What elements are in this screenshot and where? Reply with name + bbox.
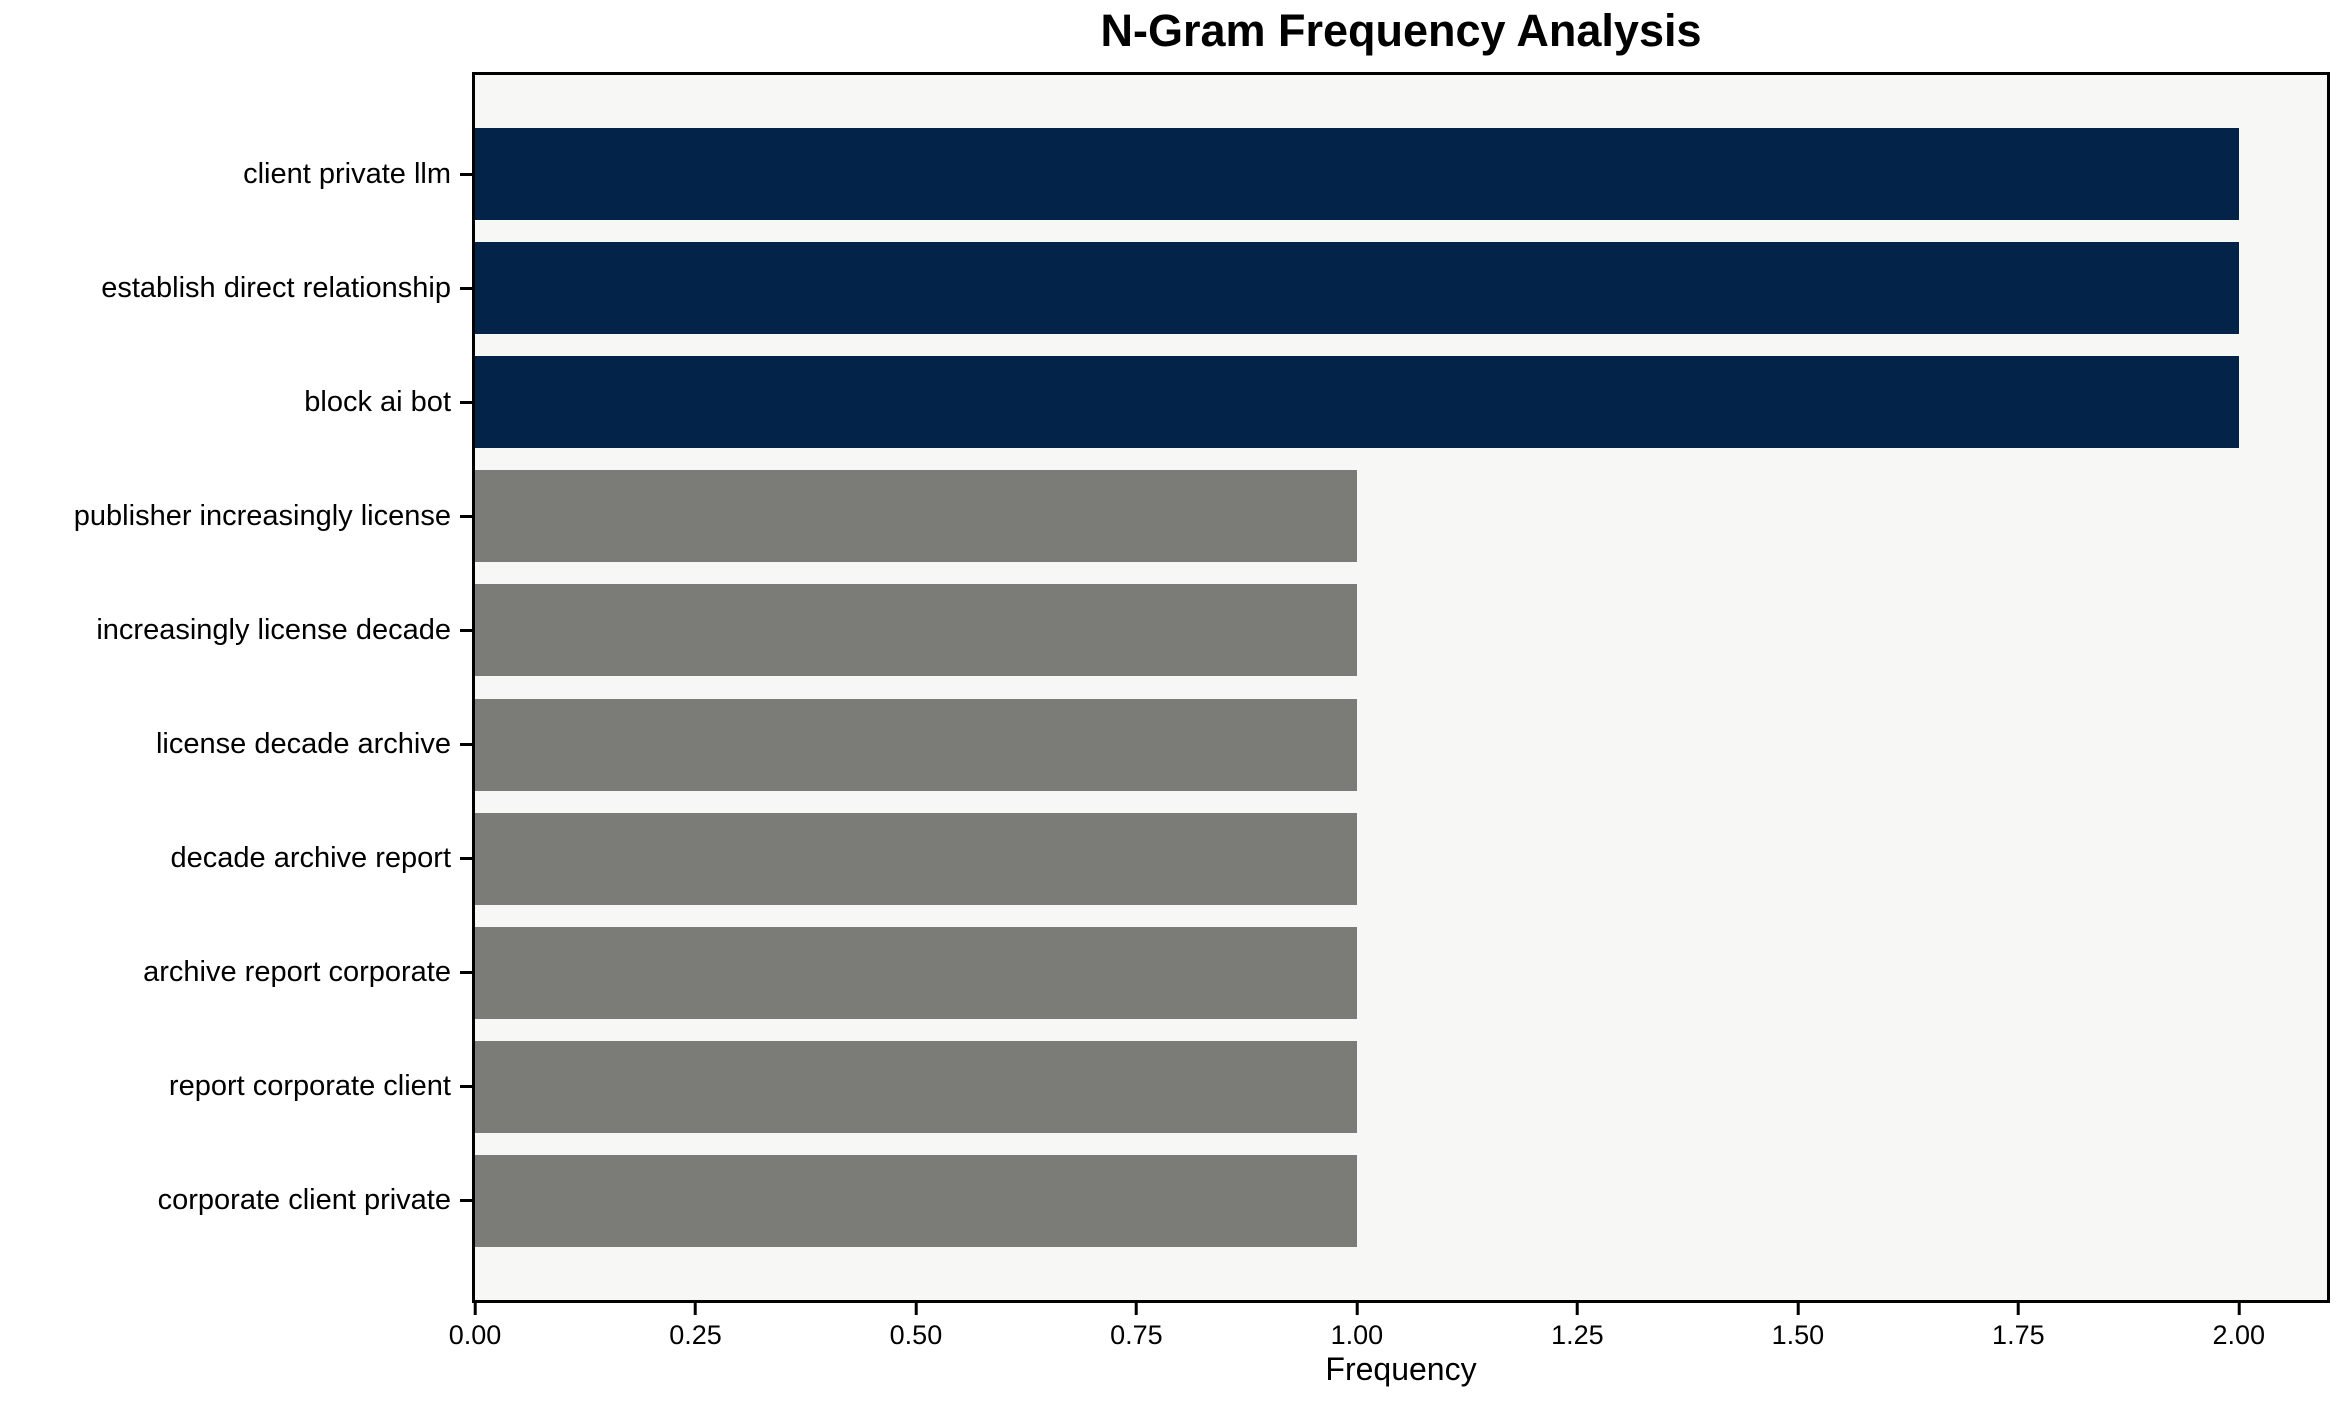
bar-row [475, 584, 2327, 677]
bar [475, 812, 1357, 905]
x-tick-label: 0.50 [889, 1320, 943, 1350]
x-tick-label: 1.00 [1330, 1320, 1384, 1350]
y-tick-mark [460, 857, 472, 861]
y-tick: block ai bot [0, 356, 472, 448]
bar-row [475, 1040, 2327, 1133]
x-tick-mark [693, 1303, 697, 1315]
y-tick-mark [460, 628, 472, 632]
y-tick-label: establish direct relationship [101, 271, 451, 304]
x-tick-mark [1575, 1303, 1579, 1315]
y-axis-labels: client private llm establish direct rela… [0, 128, 472, 1247]
x-tick: 2.00 [2212, 1303, 2266, 1350]
x-tick: 0.50 [889, 1303, 943, 1350]
y-tick: establish direct relationship [0, 242, 472, 334]
x-tick: 0.75 [1110, 1303, 1163, 1349]
y-tick: corporate client private [0, 1155, 472, 1247]
bar [475, 128, 2239, 220]
x-tick: 1.50 [1771, 1303, 1825, 1350]
y-tick: archive report corporate [0, 927, 472, 1019]
y-tick-label: decade archive report [170, 842, 452, 875]
y-tick-label: block ai bot [304, 385, 451, 418]
y-tick: license decade archive [0, 699, 472, 791]
x-tick-label: 1.25 [1551, 1320, 1604, 1350]
y-tick-mark [460, 400, 472, 404]
bar-row [475, 356, 2327, 449]
bar [475, 926, 1357, 1019]
y-tick: client private llm [0, 128, 472, 220]
y-tick: increasingly license decade [0, 584, 472, 676]
x-tick-mark [1355, 1303, 1359, 1315]
bar-row [475, 242, 2327, 335]
bar [475, 356, 2239, 449]
y-tick-label: increasingly license decade [96, 613, 451, 646]
y-tick-mark [460, 743, 472, 747]
y-tick-mark [460, 1085, 472, 1089]
y-tick: publisher increasingly license [0, 470, 472, 562]
chart-title: N-Gram Frequency Analysis [1100, 5, 1702, 56]
bar-row [475, 812, 2327, 905]
bar-row [475, 128, 2327, 220]
x-tick-label: 1.75 [1992, 1320, 2045, 1350]
x-tick-mark [473, 1303, 477, 1315]
y-tick-mark [460, 172, 472, 176]
y-tick: report corporate client [0, 1041, 472, 1133]
bar [475, 584, 1357, 677]
x-tick: 1.25 [1551, 1303, 1604, 1349]
x-tick-mark [1134, 1303, 1138, 1315]
x-tick-mark [914, 1303, 918, 1315]
x-tick-label: 2.00 [2212, 1320, 2266, 1350]
bar [475, 1040, 1357, 1133]
x-tick: 0.25 [669, 1303, 722, 1349]
bar-row [475, 1154, 2327, 1247]
x-tick-label: 0.00 [448, 1320, 502, 1350]
y-tick-label: report corporate client [168, 1070, 451, 1103]
y-tick-label: license decade archive [155, 728, 451, 761]
x-tick-label: 1.50 [1771, 1320, 1825, 1350]
y-tick-label: publisher increasingly license [73, 499, 451, 532]
x-tick-mark [2237, 1303, 2241, 1315]
plot-area [472, 72, 2330, 1303]
bar-row [475, 926, 2327, 1019]
y-tick: decade archive report [0, 813, 472, 905]
bar-row [475, 698, 2327, 791]
bars-container [475, 128, 2327, 1247]
y-tick-label: corporate client private [157, 1184, 451, 1217]
x-tick-mark [2016, 1303, 2020, 1315]
y-tick-mark [460, 1199, 472, 1203]
x-tick: 1.00 [1330, 1303, 1384, 1350]
bar [475, 470, 1357, 563]
x-tick: 0.00 [448, 1303, 502, 1350]
x-tick-label: 0.25 [669, 1320, 722, 1350]
x-tick: 1.75 [1992, 1303, 2045, 1349]
bar [475, 242, 2239, 335]
y-tick-label: archive report corporate [143, 956, 451, 989]
x-axis: 0.00 0.25 0.50 0.75 1.00 1.25 1.50 1.75 [449, 1303, 2327, 1383]
y-tick-mark [460, 971, 472, 975]
x-tick-mark [1796, 1303, 1800, 1315]
y-tick-mark [460, 514, 472, 518]
bar [475, 698, 1357, 791]
y-tick-mark [460, 286, 472, 290]
bar [475, 1154, 1357, 1247]
x-tick-label: 0.75 [1110, 1320, 1163, 1350]
bar-row [475, 470, 2327, 563]
y-tick-label: client private llm [243, 157, 451, 190]
x-axis-label: Frequency [1325, 1351, 1477, 1387]
